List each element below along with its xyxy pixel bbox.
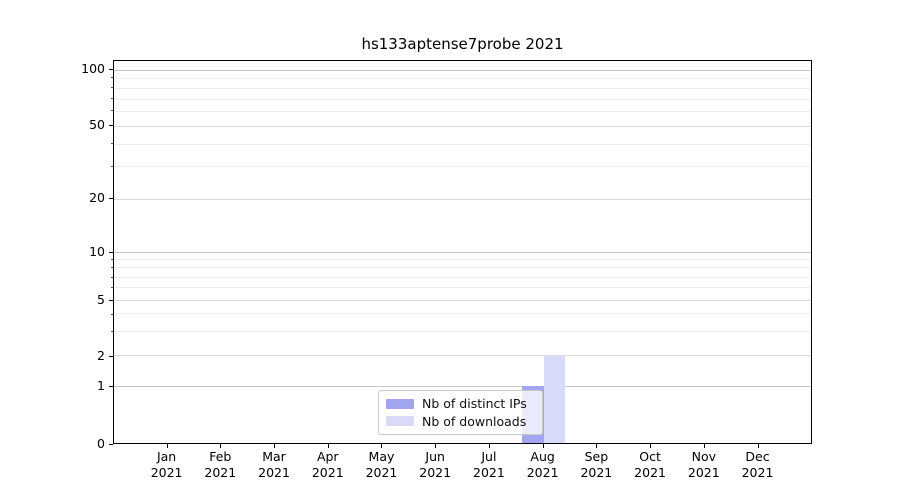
y-gridline-major — [114, 299, 811, 301]
legend-swatch-distinct-ips — [386, 398, 414, 409]
legend-label-downloads: Nb of downloads — [422, 413, 527, 429]
y-gridline-minor — [114, 287, 811, 289]
x-axis-tick — [274, 444, 276, 448]
y-axis-tick — [109, 68, 113, 70]
x-axis-tick — [381, 444, 383, 448]
y-gridline-major — [114, 198, 811, 200]
x-axis-tick — [327, 444, 329, 448]
y-axis-minor-tick — [111, 313, 113, 315]
y-axis-tick — [109, 386, 113, 388]
x-axis-tick-label-aug: Aug 2021 — [526, 449, 559, 480]
legend-item-downloads: Nb of downloads — [386, 414, 535, 429]
y-axis-minor-tick — [111, 143, 113, 145]
bar-nb-of-downloads-aug — [543, 355, 566, 443]
y-axis-tick-label: 1 — [97, 378, 105, 394]
y-gridline-minor — [114, 267, 811, 269]
x-axis-tick-label-dec: Dec 2021 — [741, 449, 774, 480]
y-axis-tick-label: 50 — [89, 117, 105, 133]
x-axis-tick — [542, 444, 544, 448]
y-gridline-major — [114, 385, 811, 387]
y-gridline-minor — [114, 87, 811, 89]
y-gridline-minor — [114, 313, 811, 315]
x-axis-tick-label-apr: Apr 2021 — [311, 449, 344, 480]
x-axis-tick-label-sep: Sep 2021 — [580, 449, 613, 480]
y-gridline-major — [114, 252, 811, 253]
x-axis-tick-label-oct: Oct 2021 — [634, 449, 666, 480]
y-gridline-minor — [114, 111, 811, 113]
y-axis-tick — [109, 198, 113, 200]
x-axis-tick-label-jan: Jan 2021 — [150, 449, 183, 480]
y-gridline-minor — [114, 259, 811, 261]
y-gridline-minor — [114, 98, 811, 100]
y-axis-minor-tick — [111, 331, 113, 333]
legend-label-distinct-ips: Nb of distinct IPs — [422, 396, 527, 412]
y-axis-tick-label: 20 — [89, 190, 105, 206]
y-axis-minor-tick — [111, 87, 113, 88]
x-axis-tick — [757, 444, 759, 448]
x-axis-tick — [435, 444, 437, 448]
x-axis-tick — [596, 444, 598, 448]
y-gridline-minor — [114, 166, 811, 168]
legend-item-distinct-ips: Nb of distinct IPs — [386, 396, 535, 411]
plot-area: Nb of distinct IPs Nb of downloads — [113, 60, 812, 444]
y-axis-tick-label: 5 — [97, 292, 105, 307]
y-gridline-minor — [114, 78, 811, 80]
y-axis-minor-tick — [111, 165, 113, 167]
x-axis-tick — [703, 444, 705, 448]
y-gridline-minor — [114, 143, 811, 145]
y-axis-tick — [109, 300, 113, 301]
y-axis-tick — [109, 355, 113, 357]
y-axis-tick — [109, 444, 113, 445]
x-axis-tick-label-feb: Feb 2021 — [204, 449, 237, 480]
chart-title: hs133aptense7probe 2021 — [361, 35, 564, 53]
x-axis-tick — [166, 444, 168, 448]
y-gridline-minor — [114, 276, 811, 278]
y-gridline-minor — [114, 330, 811, 332]
legend: Nb of distinct IPs Nb of downloads — [378, 390, 543, 435]
x-axis-tick-label-nov: Nov 2021 — [687, 449, 720, 480]
y-axis-minor-tick — [111, 276, 113, 278]
y-axis-tick — [109, 125, 113, 127]
x-axis-tick-label-may: May 2021 — [365, 449, 398, 480]
y-axis-minor-tick — [111, 287, 113, 289]
y-gridline-major — [114, 125, 811, 127]
y-axis-minor-tick — [111, 110, 113, 112]
y-gridline-major — [114, 355, 811, 357]
x-axis-tick-label-jun: Jun 2021 — [419, 449, 452, 480]
legend-swatch-downloads — [386, 416, 414, 427]
x-axis-tick — [488, 444, 490, 448]
y-axis-minor-tick — [111, 97, 113, 99]
y-axis-tick-label: 100 — [81, 60, 105, 76]
y-axis-tick-label: 2 — [97, 347, 105, 363]
y-axis-tick-label: 0 — [97, 436, 105, 451]
x-axis-tick — [650, 444, 652, 448]
x-axis-tick-label-jul: Jul 2021 — [473, 449, 505, 480]
x-axis-tick — [220, 444, 222, 448]
y-axis-minor-tick — [111, 259, 113, 261]
y-axis-minor-tick — [111, 77, 113, 79]
x-axis-tick-label-mar: Mar 2021 — [258, 449, 290, 480]
y-gridline-major — [114, 69, 811, 71]
y-axis-tick-label: 10 — [89, 244, 105, 259]
y-axis-minor-tick — [111, 267, 113, 269]
y-axis-tick — [109, 252, 113, 253]
